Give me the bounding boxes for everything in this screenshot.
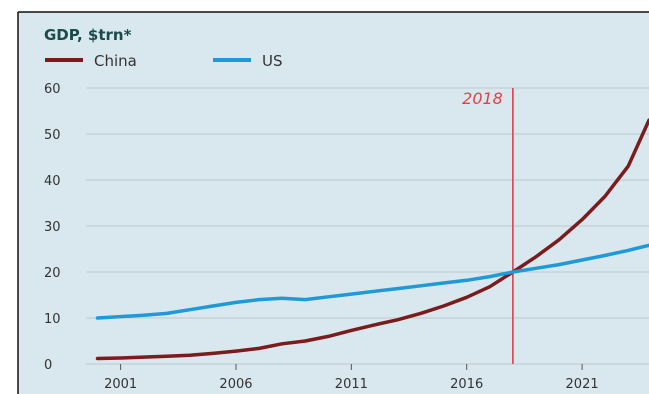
y-tick-label: 60: [44, 82, 61, 97]
x-tick-label: 2011: [335, 377, 368, 392]
annotation-label-2018: 2018: [462, 89, 503, 108]
x-tick-label: 2001: [104, 377, 137, 392]
gridlines: [86, 87, 649, 365]
y-tick-label: 20: [44, 266, 61, 281]
y-tick-label: 0: [44, 358, 52, 373]
y-axis-ticks: 0 10 20 30 40 50 60: [44, 82, 61, 373]
series-line-china: [95, 118, 649, 361]
y-tick-label: 10: [44, 312, 61, 327]
chart-background: [18, 12, 649, 394]
series-line-us: [95, 243, 649, 320]
x-tick-label: 2021: [566, 377, 599, 392]
y-tick-label: 40: [44, 174, 61, 189]
x-tick-label: 2006: [219, 377, 252, 392]
annotations: 2018: [462, 88, 514, 364]
x-axis-ticks: 2001 2006 2011 2016 2021: [104, 364, 599, 392]
y-tick-label: 30: [44, 220, 61, 235]
y-tick-label: 50: [44, 128, 61, 143]
legend-label-us: US: [262, 52, 283, 70]
legend: China US: [45, 52, 283, 70]
x-tick-label: 2016: [450, 377, 483, 392]
chart-title: GDP, $trn*: [44, 26, 132, 44]
legend-label-china: China: [94, 52, 137, 70]
series-lines: [95, 118, 649, 361]
